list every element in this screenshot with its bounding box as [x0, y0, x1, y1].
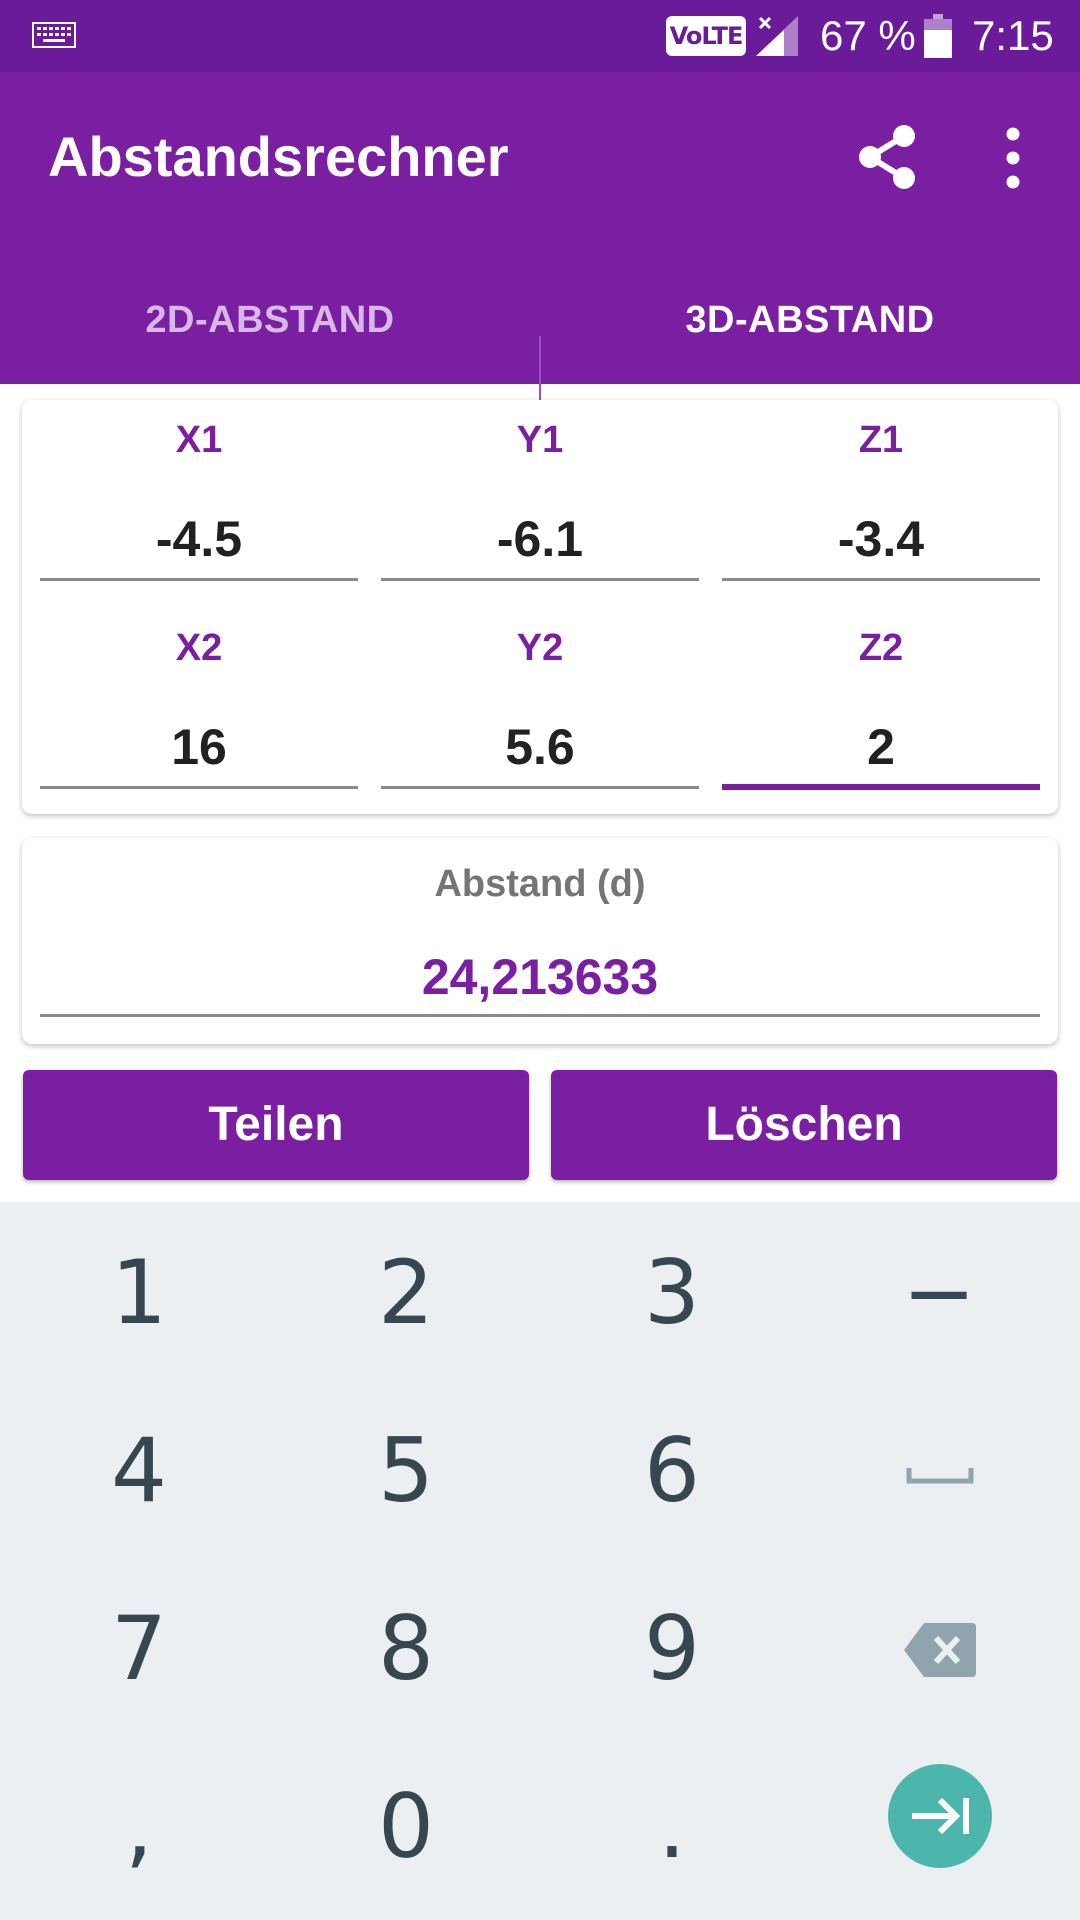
z1-field[interactable]: Z1 -3.4: [722, 400, 1040, 581]
x2-underline: [40, 786, 358, 789]
clear-button[interactable]: Löschen: [551, 1070, 1057, 1180]
z1-label: Z1: [858, 419, 904, 461]
status-bar: VoLTE 67 % 7:15: [0, 0, 1080, 72]
y2-label: Y2: [516, 627, 564, 669]
share-button[interactable]: Teilen: [23, 1070, 529, 1180]
tab-2d-distance[interactable]: 2D-ABSTAND: [145, 299, 395, 341]
x1-label: X1: [175, 419, 223, 461]
next-field-button[interactable]: [888, 1764, 992, 1868]
key-0[interactable]: 0: [378, 1775, 434, 1878]
tab-bar: 2D-ABSTAND 3D-ABSTAND: [0, 256, 1080, 432]
result-card: Abstand (d) 24,213633: [22, 838, 1058, 1044]
x2-label: X2: [175, 627, 223, 669]
volte-badge: VoLTE: [666, 16, 746, 56]
z2-underline-focused: [722, 784, 1040, 790]
key-8[interactable]: 8: [378, 1597, 434, 1700]
z2-input[interactable]: 2: [867, 719, 895, 775]
y1-label: Y1: [516, 419, 564, 461]
app-bar: Abstandsrechner 2D-ABSTAND 3D-ABSTAND: [0, 72, 1080, 432]
app-title: Abstandsrechner: [48, 125, 509, 188]
key-6[interactable]: 6: [644, 1419, 700, 1522]
y2-field[interactable]: Y2 5.6: [381, 608, 699, 789]
backspace-icon[interactable]: [904, 1623, 976, 1677]
x2-input[interactable]: 16: [171, 719, 227, 775]
key-2[interactable]: 2: [378, 1241, 434, 1344]
tab-divider: [539, 336, 541, 432]
key-7[interactable]: 7: [111, 1597, 167, 1700]
clock: 7:15: [972, 12, 1054, 59]
key-9[interactable]: 9: [644, 1597, 700, 1700]
signal-icon: [756, 16, 798, 56]
keyboard-icon: [32, 22, 76, 48]
result-label: Abstand (d): [434, 863, 646, 905]
key-3[interactable]: 3: [644, 1241, 700, 1344]
y1-field[interactable]: Y1 -6.1: [381, 400, 699, 581]
y1-input[interactable]: -6.1: [496, 511, 584, 567]
key-1[interactable]: 1: [111, 1241, 167, 1344]
z2-field[interactable]: Z2 2: [722, 608, 1040, 790]
z1-input[interactable]: -3.4: [837, 511, 925, 567]
result-value: 24,213633: [421, 949, 659, 1005]
y1-underline: [381, 578, 699, 581]
coordinates-card: X1 -4.5 Y1 -6.1 Z1 -3.4 X2 16 Y2 5.6 Z2 …: [22, 400, 1058, 814]
x1-field[interactable]: X1 -4.5: [40, 400, 358, 581]
z1-underline: [722, 578, 1040, 581]
share-icon[interactable]: [852, 122, 922, 192]
key-5[interactable]: 5: [378, 1419, 434, 1522]
key-comma[interactable]: ,: [125, 1775, 153, 1878]
key-period[interactable]: .: [658, 1775, 686, 1878]
battery-percent: 67 %: [820, 12, 916, 59]
next-field-icon: [912, 1797, 969, 1835]
y2-underline: [381, 786, 699, 789]
tab-3d-distance[interactable]: 3D-ABSTAND: [685, 299, 935, 341]
x2-field[interactable]: X2 16: [40, 608, 358, 789]
numeric-keyboard: 1 2 3 − 4 5 6 7 8 9 , 0 .: [0, 1202, 1080, 1920]
result-underline: [40, 1014, 1040, 1017]
y2-input[interactable]: 5.6: [505, 719, 575, 775]
z2-label: Z2: [858, 627, 904, 669]
more-vert-icon[interactable]: [998, 126, 1028, 190]
key-minus[interactable]: −: [902, 1241, 976, 1344]
x1-underline: [40, 578, 358, 581]
space-icon[interactable]: [906, 1466, 974, 1484]
x1-input[interactable]: -4.5: [155, 511, 243, 567]
key-4[interactable]: 4: [111, 1419, 167, 1522]
battery-icon: [924, 14, 952, 58]
